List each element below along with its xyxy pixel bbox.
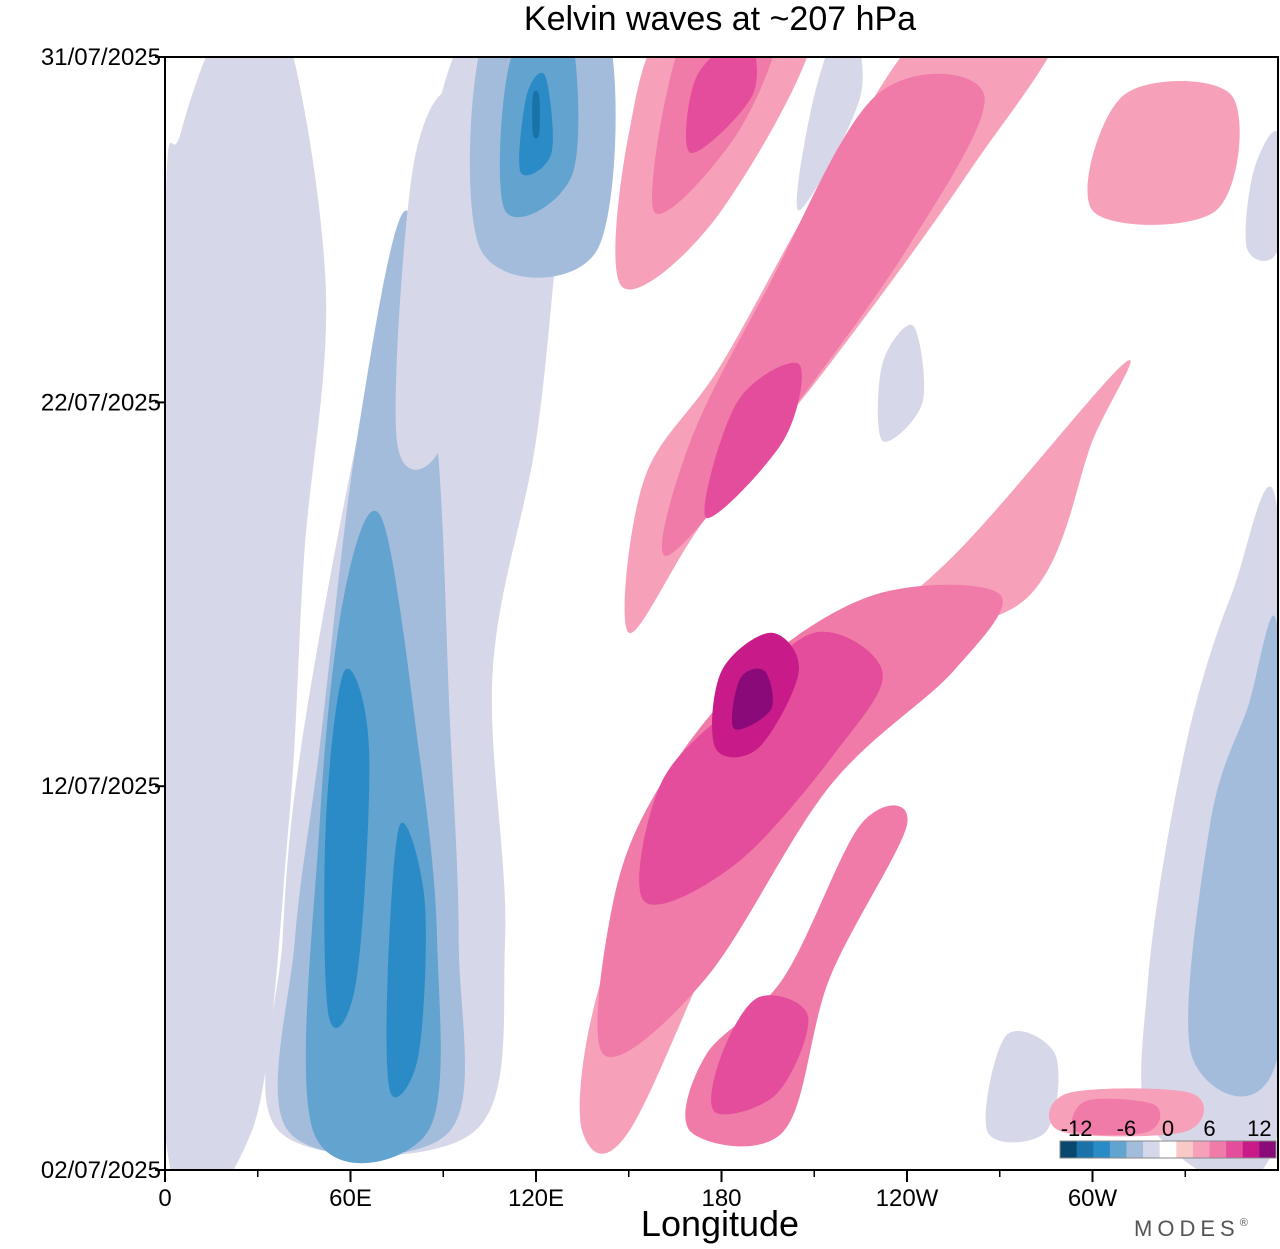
- positive-anomaly-region: [704, 362, 802, 519]
- positive-anomaly-region: [1071, 1098, 1161, 1136]
- colorbar-swatch: [1093, 1141, 1111, 1158]
- positive-anomaly-region: [731, 668, 773, 730]
- x-axis: 0 60E 120E 180 120W 60W: [158, 1170, 1186, 1212]
- colorbar-swatch: [1126, 1141, 1144, 1158]
- colorbar-swatch: [1259, 1141, 1277, 1158]
- negative-anomaly-region: [532, 90, 540, 139]
- colorbar-swatch: [1192, 1141, 1211, 1158]
- colorbar-swatch: [1109, 1141, 1127, 1158]
- negative-anomaly-region: [1245, 131, 1278, 261]
- negative-anomaly-region: [386, 822, 426, 1098]
- logo-text: MODES: [1134, 1216, 1240, 1241]
- negative-anomaly-region: [985, 1031, 1059, 1143]
- positive-anomaly-region: [1087, 81, 1240, 225]
- x-tick-label: 60E: [329, 1185, 372, 1212]
- colorbar-swatch: [1242, 1141, 1260, 1158]
- negative-anomaly-region: [1188, 615, 1278, 1097]
- y-tick-label: 31/07/2025: [41, 44, 161, 71]
- x-tick-label: 60W: [1068, 1185, 1118, 1212]
- colorbar-tick-label: 0: [1162, 1116, 1174, 1141]
- y-tick-label: 22/07/2025: [41, 389, 161, 416]
- colorbar-tick-label: 12: [1247, 1116, 1271, 1141]
- positive-anomaly-region: [639, 631, 883, 905]
- positive-anomaly-region: [711, 995, 809, 1115]
- x-tick-label: 0: [158, 1185, 171, 1212]
- colorbar-swatch: [1060, 1141, 1078, 1158]
- colorbar: -12 -6 0 6 12: [1059, 1116, 1277, 1159]
- chart-title: Kelvin waves at ~207 hPa: [524, 0, 916, 38]
- x-tick-label: 120W: [876, 1185, 939, 1212]
- negative-anomaly-region: [324, 668, 370, 1028]
- colorbar-swatch: [1226, 1141, 1244, 1158]
- positive-anomaly-region: [686, 57, 757, 153]
- negative-anomaly-region: [165, 57, 327, 1170]
- colorbar-tick-label: -6: [1117, 1116, 1137, 1141]
- positive-anomaly-region: [579, 360, 1131, 1154]
- y-tick-label: 12/07/2025: [41, 773, 161, 800]
- negative-anomaly-region: [796, 57, 863, 211]
- negative-anomaly-region: [877, 324, 925, 442]
- anomaly-contours: [165, 57, 1278, 1170]
- positive-anomaly-region: [597, 584, 1003, 1058]
- y-axis: 02/07/2025 12/07/2025 22/07/2025 31/07/2025: [41, 44, 165, 1184]
- colorbar-swatch: [1176, 1141, 1194, 1158]
- x-tick-label: 120E: [508, 1185, 564, 1212]
- negative-anomaly-region: [395, 92, 459, 470]
- colorbar-swatch: [1209, 1141, 1227, 1158]
- colorbar-frame: [1059, 1140, 1277, 1159]
- colorbar-swatch: [1143, 1141, 1161, 1158]
- y-tick-label: 02/07/2025: [41, 1157, 161, 1184]
- colorbar-tick-label: 6: [1203, 1116, 1215, 1141]
- colorbar-tick-label: -12: [1061, 1116, 1093, 1141]
- x-tick-label: 180: [701, 1185, 741, 1212]
- modes-logo: MODES®: [1134, 1216, 1248, 1241]
- colorbar-swatch: [1076, 1141, 1094, 1158]
- logo-mark: ®: [1240, 1217, 1248, 1229]
- colorbar-swatch: [1159, 1141, 1177, 1158]
- x-axis-title: Longitude: [641, 1203, 799, 1244]
- plot-area: [164, 56, 1279, 1171]
